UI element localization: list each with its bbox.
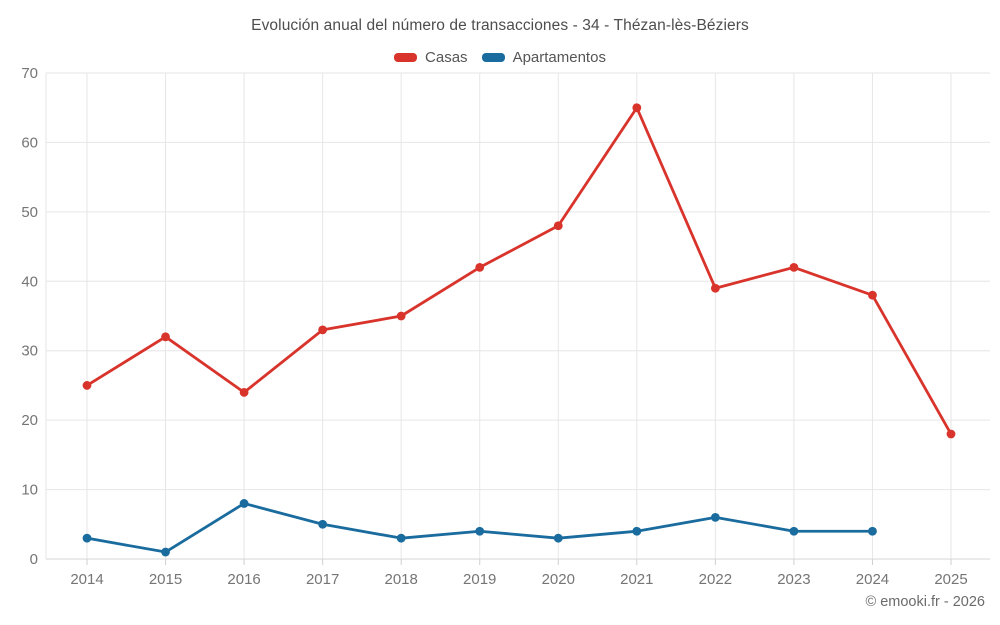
x-axis-tick-label: 2021 — [620, 571, 653, 588]
legend: Casas Apartamentos — [0, 49, 1000, 66]
y-axis-tick-label: 0 — [30, 551, 38, 568]
y-axis-tick-label: 10 — [21, 482, 38, 499]
legend-label-casas: Casas — [425, 49, 468, 66]
data-point-casas[interactable] — [161, 332, 170, 342]
data-point-apartamentos[interactable] — [475, 526, 485, 536]
x-axis-tick-label: 2024 — [856, 571, 889, 588]
data-point-casas[interactable] — [318, 325, 328, 335]
x-axis-tick-label: 2025 — [934, 571, 967, 588]
data-point-casas[interactable] — [789, 263, 799, 272]
x-axis-tick-label: 2023 — [777, 571, 810, 588]
data-point-casas[interactable] — [239, 387, 249, 397]
x-axis-tick-label: 2018 — [384, 571, 417, 588]
data-point-apartamentos[interactable] — [239, 499, 249, 508]
legend-label-apartamentos: Apartamentos — [512, 49, 606, 66]
legend-item-casas[interactable]: Casas — [394, 49, 468, 66]
data-point-apartamentos[interactable] — [868, 526, 877, 536]
data-point-casas[interactable] — [396, 311, 406, 321]
data-point-casas[interactable] — [632, 103, 642, 113]
y-axis-tick-label: 70 — [21, 65, 38, 82]
data-point-casas[interactable] — [946, 429, 956, 439]
legend-item-apartamentos[interactable]: Apartamentos — [481, 49, 606, 66]
y-axis-tick-label: 20 — [21, 412, 38, 429]
data-point-apartamentos[interactable] — [632, 526, 642, 536]
data-point-casas[interactable] — [475, 263, 485, 272]
x-axis-tick-label: 2017 — [306, 571, 339, 588]
data-point-casas[interactable] — [553, 221, 563, 231]
y-axis-tick-label: 40 — [21, 273, 38, 290]
y-axis-tick-label: 60 — [21, 134, 38, 151]
data-point-casas[interactable] — [868, 290, 877, 300]
data-point-apartamentos[interactable] — [82, 533, 92, 543]
casas-series-swatch-icon — [394, 53, 418, 62]
data-point-apartamentos[interactable] — [789, 526, 799, 536]
x-axis-tick-label: 2022 — [699, 571, 732, 588]
x-axis-tick-label: 2019 — [463, 571, 496, 588]
data-point-casas[interactable] — [710, 283, 720, 293]
y-axis-tick-label: 30 — [21, 343, 38, 360]
data-point-apartamentos[interactable] — [318, 519, 328, 529]
attribution-text: © emooki.fr - 2026 — [865, 594, 985, 610]
x-axis-tick-label: 2016 — [227, 571, 260, 588]
data-point-apartamentos[interactable] — [710, 512, 720, 522]
data-point-apartamentos[interactable] — [161, 547, 170, 557]
data-point-apartamentos[interactable] — [553, 533, 563, 543]
series-line-casas — [85, 106, 953, 436]
y-axis-tick-label: 50 — [21, 204, 38, 221]
data-point-apartamentos[interactable] — [396, 533, 406, 543]
data-point-casas[interactable] — [82, 381, 92, 390]
apartamentos-series-swatch-icon — [481, 53, 505, 62]
x-axis-tick-label: 2014 — [70, 571, 103, 588]
chart-title: Evolución anual del número de transaccio… — [251, 17, 749, 34]
x-axis-tick-label: 2015 — [149, 571, 182, 588]
x-axis-tick-label: 2020 — [542, 571, 575, 588]
